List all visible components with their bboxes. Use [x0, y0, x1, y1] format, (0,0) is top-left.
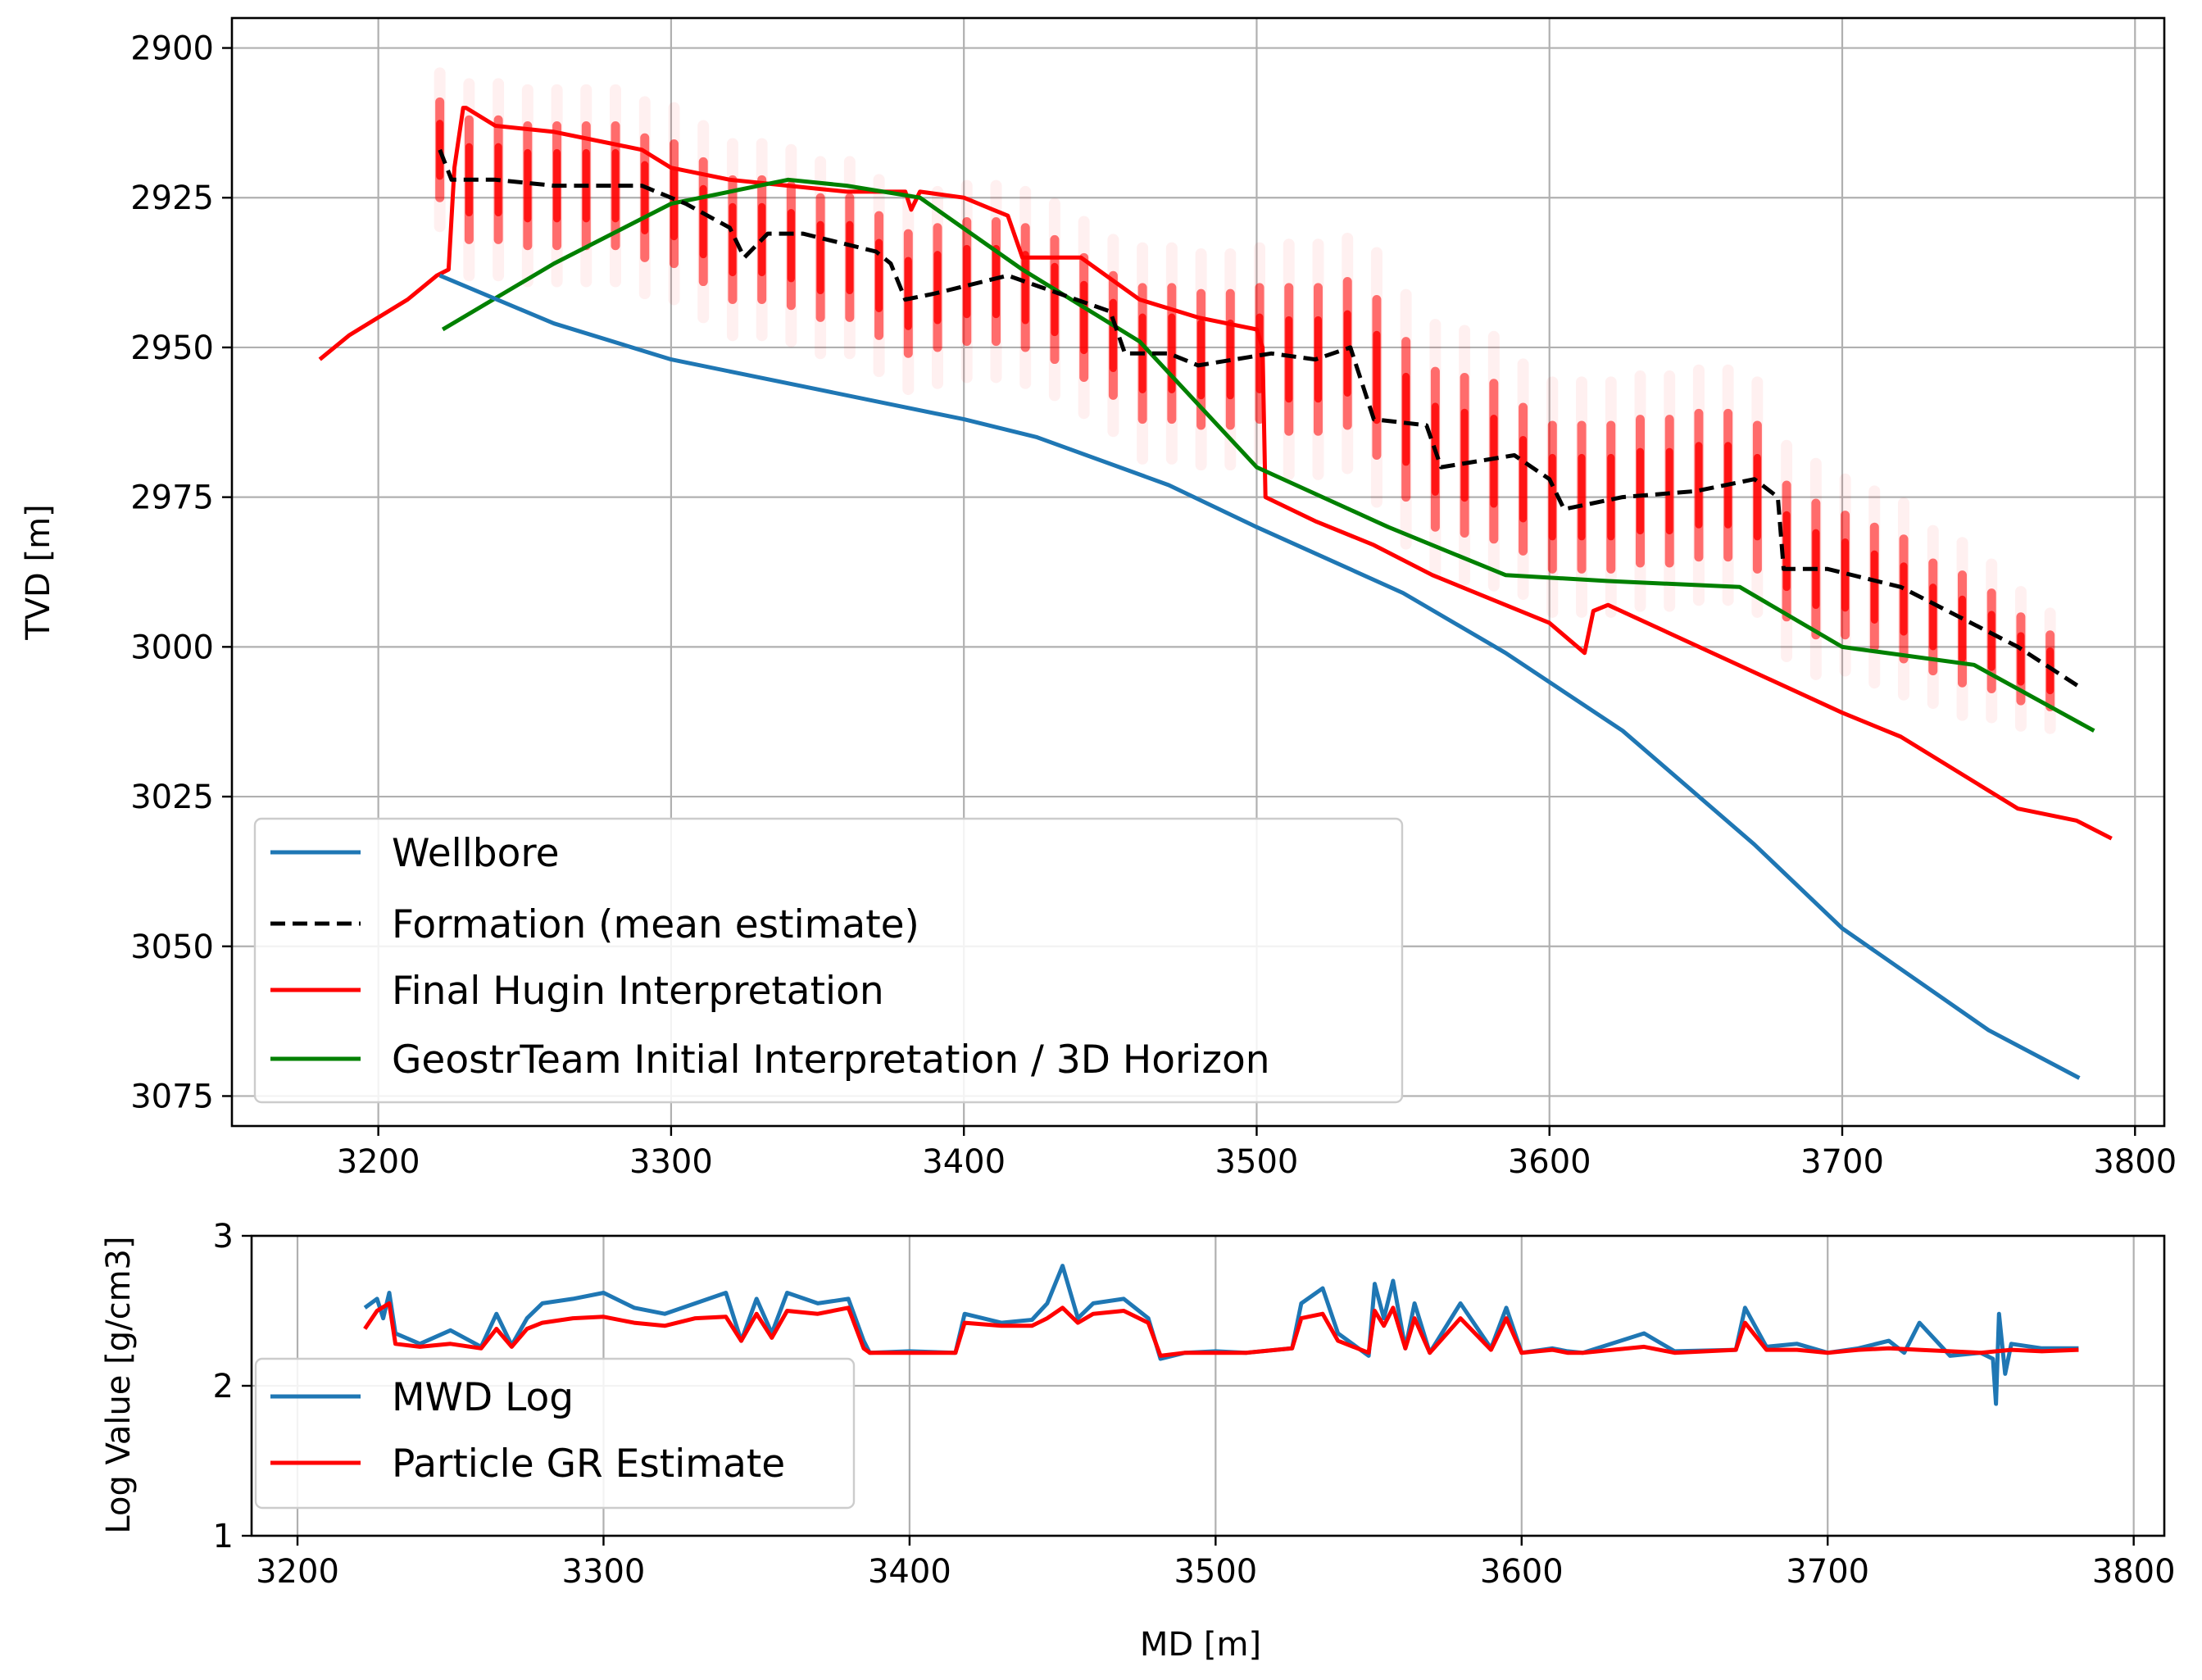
top-x-tick-label: 3800 [2093, 1143, 2177, 1181]
top-y-tick-label: 3075 [130, 1078, 214, 1115]
top-legend: Wellbore Formation (mean estimate) Final… [253, 817, 1404, 1104]
bottom-y-tick-label: 2 [213, 1368, 234, 1405]
bottom-legend: MWD Log Particle GR Estimate [254, 1357, 856, 1510]
bottom-y-tick-label: 1 [213, 1518, 234, 1555]
top-x-tick-label: 3600 [1508, 1143, 1591, 1181]
top-x-tick-label: 3400 [922, 1143, 1006, 1181]
top-x-tick-label: 3200 [337, 1143, 420, 1181]
bottom-panel: 3200 3300 3400 3500 3600 3700 3800 1 2 3 Log Val… [100, 1218, 2176, 1664]
legend-wellbore-label: Wellbore [392, 831, 560, 876]
bottom-x-tick-label: 3200 [256, 1553, 339, 1591]
wellbore-line [438, 273, 2081, 1080]
top-y-tick-label: 2950 [130, 329, 214, 367]
legend-hugin-label: Final Hugin Interpretation [392, 969, 884, 1014]
bottom-x-tick-label: 3300 [562, 1553, 646, 1591]
legend-formation-label: Formation (mean estimate) [392, 902, 919, 947]
top-x-tick-label: 3500 [1215, 1143, 1299, 1181]
bottom-legend-box [254, 1357, 856, 1510]
top-axes-frame [230, 16, 2166, 1128]
geostr-horizon-line [441, 177, 2095, 733]
bottom-x-tick-label: 3800 [2092, 1553, 2176, 1591]
legend-mwd-label: MWD Log [392, 1375, 574, 1420]
hugin-interpretation-line [318, 106, 2113, 841]
top-y-tick-label: 2925 [130, 179, 214, 217]
top-y-tick-label: 3025 [130, 779, 214, 816]
top-x-tick-label: 3700 [1800, 1143, 1884, 1181]
top-x-axis: 3200 3300 3400 3500 3600 3700 3800 [337, 1126, 2177, 1181]
bottom-y-tick-label: 3 [213, 1218, 234, 1255]
legend-geostr-label: GeostrTeam Initial Interpretation / 3D H… [392, 1038, 1270, 1083]
formation-mean-line [438, 148, 2084, 691]
top-x-tick-label: 3300 [629, 1143, 713, 1181]
top-y-axis-label: TVD [m] [20, 504, 57, 641]
bottom-y-axis-label: Log Value [g/cm3] [100, 1236, 138, 1533]
bottom-x-tick-label: 3600 [1480, 1553, 1564, 1591]
bottom-series-group [363, 1264, 2079, 1406]
bottom-x-tick-label: 3500 [1174, 1553, 1257, 1591]
particle-gr-line [363, 1301, 2079, 1358]
top-panel: 3200 3300 3400 3500 3600 3700 3800 2900 2925 295… [20, 16, 2177, 1181]
bottom-x-axis: 3200 3300 3400 3500 3600 3700 3800 [256, 1536, 2176, 1591]
top-y-tick-label: 2975 [130, 479, 214, 517]
bottom-y-axis: 1 2 3 [213, 1218, 252, 1555]
legend-particle-label: Particle GR Estimate [392, 1442, 785, 1487]
bottom-x-tick-label: 3400 [868, 1553, 951, 1591]
top-series-group [318, 106, 2113, 1080]
top-y-tick-label: 2900 [130, 30, 214, 68]
top-y-axis: 2900 2925 2950 2975 3000 3025 3050 3075 [130, 30, 232, 1115]
bottom-x-axis-label: MD [m] [1140, 1626, 1261, 1664]
bottom-x-tick-label: 3700 [1786, 1553, 1869, 1591]
top-y-tick-label: 3000 [130, 629, 214, 666]
top-legend-box [253, 817, 1404, 1104]
top-y-tick-label: 3050 [130, 929, 214, 966]
